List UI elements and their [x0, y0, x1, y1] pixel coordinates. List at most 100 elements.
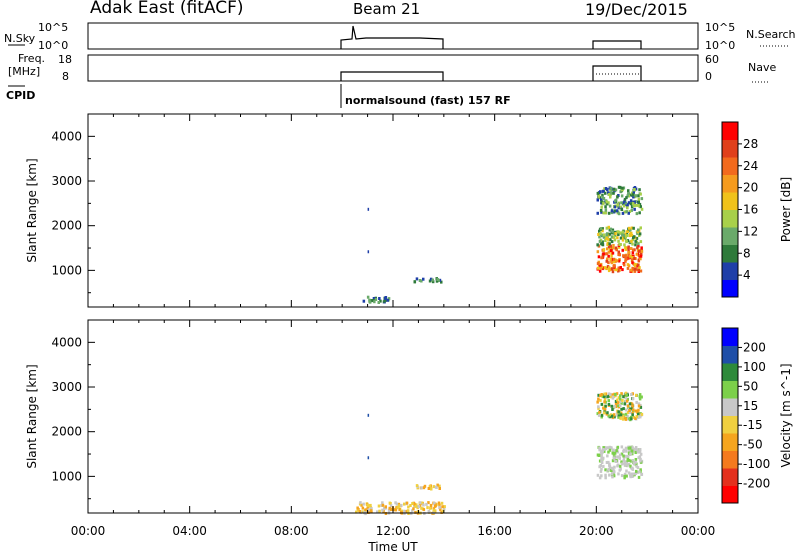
station-title: Adak East (fitACF) — [90, 0, 244, 18]
data-cell — [620, 445, 624, 449]
data-cell — [409, 504, 412, 507]
x-tick-label: 04:00 — [172, 524, 207, 538]
data-cell — [619, 266, 622, 269]
data-cell — [607, 211, 611, 215]
y-tick-label: 3000 — [51, 380, 82, 394]
data-cell — [611, 267, 614, 271]
y-tick-label: 2000 — [51, 425, 82, 439]
data-cell — [602, 456, 605, 460]
data-cell — [639, 205, 642, 209]
data-cell — [631, 251, 635, 254]
y-tick-label: 2000 — [51, 219, 82, 233]
data-cell — [596, 262, 600, 266]
data-cell — [440, 280, 443, 284]
data-cell — [612, 187, 616, 191]
data-cell — [640, 197, 644, 201]
data-cell — [370, 507, 373, 511]
data-cell — [626, 194, 629, 198]
data-cell — [630, 449, 634, 453]
data-cell — [639, 269, 643, 273]
data-cell — [420, 506, 423, 510]
data-cell — [609, 395, 613, 399]
data-cell — [395, 502, 399, 506]
data-cell — [639, 192, 642, 196]
data-cell — [395, 506, 398, 510]
data-cell — [611, 230, 614, 234]
data-cell — [630, 393, 633, 396]
data-cell — [628, 234, 632, 238]
data-cell — [640, 395, 643, 399]
data-cell — [378, 509, 381, 513]
data-cell — [597, 405, 600, 409]
data-cell — [632, 472, 635, 476]
data-cell — [603, 187, 606, 191]
data-cell — [610, 211, 614, 215]
data-cell — [626, 454, 630, 458]
x-tick-label: 00:00 — [71, 524, 106, 538]
colorbar-segment — [722, 244, 738, 263]
data-cell — [627, 446, 630, 450]
data-cell — [356, 508, 360, 512]
data-cell — [438, 278, 442, 282]
data-cell — [607, 394, 611, 398]
data-cell — [632, 461, 635, 465]
data-cell — [634, 458, 638, 461]
data-cell — [610, 249, 613, 253]
data-cell — [611, 396, 615, 400]
data-cell — [364, 508, 367, 512]
data-cell — [438, 484, 441, 488]
data-cell — [422, 486, 426, 490]
nsky-label: N.Sky — [4, 32, 36, 45]
data-cell — [633, 235, 636, 239]
colorbar-segment — [722, 328, 738, 346]
data-cell — [438, 503, 441, 507]
data-cell — [599, 469, 603, 473]
data-cell — [632, 449, 635, 453]
data-cell — [597, 194, 600, 198]
x-tick-label: 16:00 — [477, 524, 512, 538]
data-cell — [597, 454, 601, 457]
data-cell — [609, 186, 612, 190]
data-cell — [631, 459, 635, 462]
beam-title: Beam 21 — [353, 0, 421, 18]
data-cell — [634, 409, 638, 413]
data-cell — [596, 250, 600, 254]
data-cell — [617, 239, 620, 243]
data-cell — [614, 399, 618, 403]
data-cell — [422, 508, 426, 512]
data-cell — [640, 412, 644, 416]
data-cell — [606, 247, 609, 251]
data-cell — [639, 415, 642, 419]
data-cell — [615, 259, 619, 263]
data-cell — [605, 226, 609, 230]
data-cell — [637, 258, 640, 262]
data-cell — [611, 246, 615, 250]
data-cell — [601, 395, 605, 399]
data-cell — [611, 451, 614, 455]
colorbar-tick-label: -50 — [743, 438, 763, 452]
nave-label: Nave — [748, 61, 776, 74]
data-cell — [605, 461, 609, 464]
data-cell — [637, 475, 641, 479]
data-cell — [619, 399, 622, 403]
data-cell — [601, 227, 604, 231]
data-cell — [610, 404, 613, 408]
data-cell — [624, 201, 627, 205]
data-cell — [608, 204, 612, 208]
data-cell — [640, 253, 643, 256]
data-cell — [624, 391, 628, 395]
data-cell — [612, 474, 616, 478]
freq-trace-1 — [340, 71, 444, 81]
data-cell — [393, 508, 396, 512]
data-cell — [618, 268, 621, 272]
data-cell — [622, 201, 626, 205]
colorbar-segment — [722, 363, 738, 381]
colorbar-segment — [722, 122, 738, 140]
data-cell — [597, 393, 600, 397]
data-cell — [629, 464, 632, 468]
data-cell — [612, 456, 616, 460]
data-cell — [602, 464, 605, 468]
data-cell — [626, 230, 630, 233]
data-cell — [621, 186, 624, 190]
data-cell — [617, 259, 621, 263]
